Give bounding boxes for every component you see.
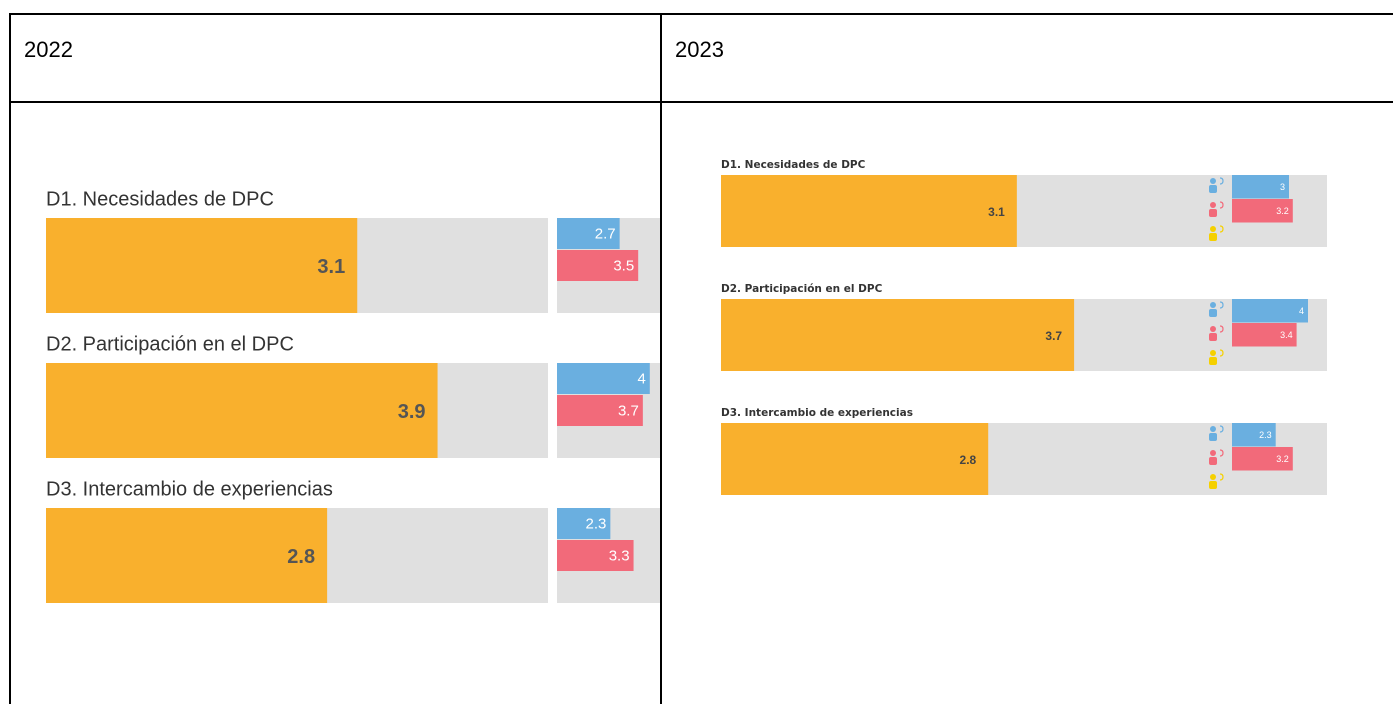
sub-bar xyxy=(557,540,634,571)
sub-value: 3.2 xyxy=(1276,206,1289,216)
header-cell: 2023 xyxy=(675,37,724,62)
dimension-label: D1. Necesidades de DPC xyxy=(46,188,274,210)
sub-bar xyxy=(1232,199,1293,223)
sub-bar xyxy=(557,218,620,249)
sub-value: 2.3 xyxy=(1259,430,1272,440)
dimension-label: D2. Participación en el DPC xyxy=(721,283,883,295)
icon xyxy=(1209,481,1217,489)
sub-value: 3.2 xyxy=(1276,454,1289,464)
icon xyxy=(1210,426,1216,432)
sub-value: 3 xyxy=(1280,182,1285,192)
dimension-label: D3. Intercambio de experiencias xyxy=(46,478,333,500)
bar-value: 3.1 xyxy=(988,205,1005,219)
icon xyxy=(1209,433,1217,441)
sub-value: 3.5 xyxy=(613,257,634,274)
bar-value: 3.1 xyxy=(317,256,345,278)
icon xyxy=(1210,450,1216,456)
icon xyxy=(1219,425,1224,433)
icon xyxy=(1210,474,1216,480)
icon xyxy=(1210,326,1216,332)
sub-bar xyxy=(557,395,643,426)
sub-value: 4 xyxy=(637,370,645,387)
icon xyxy=(1209,457,1217,465)
bar xyxy=(46,508,328,603)
chart-2023: D1. Necesidades de DPC 3.1 3 3.2 D2. Partici… xyxy=(721,159,1327,495)
icon xyxy=(1210,350,1216,356)
bar-value: 3.7 xyxy=(1045,329,1062,343)
sub-bar xyxy=(1232,423,1276,447)
sub-value: 3.7 xyxy=(618,402,639,419)
bar-value: 2.8 xyxy=(960,453,977,467)
icon xyxy=(1219,201,1224,209)
table-borders xyxy=(9,13,1393,704)
icon xyxy=(1219,177,1224,185)
bar xyxy=(46,363,438,458)
sub-value: 2.3 xyxy=(586,515,607,532)
icon xyxy=(1209,333,1217,341)
icon xyxy=(1210,178,1216,184)
sub-bar xyxy=(1232,175,1289,199)
chart-2022: D1. Necesidades de DPC 3.1 2.7 3.5 D2. Parti… xyxy=(46,188,660,603)
sub-bar xyxy=(557,508,611,539)
dimension-label: D3. Intercambio de experiencias xyxy=(721,407,913,419)
icon xyxy=(1210,226,1216,232)
icon xyxy=(1219,225,1224,233)
sub-bar xyxy=(557,363,650,394)
sub-bar xyxy=(1232,323,1297,347)
icon xyxy=(1219,349,1224,357)
icon xyxy=(1219,473,1224,481)
icon xyxy=(1209,185,1217,193)
icon xyxy=(1219,325,1224,333)
icon xyxy=(1210,202,1216,208)
icon xyxy=(1210,302,1216,308)
bar xyxy=(721,299,1075,371)
sub-value: 3.4 xyxy=(1280,330,1293,340)
bar xyxy=(721,423,989,495)
bar xyxy=(721,175,1017,247)
icon xyxy=(1219,449,1224,457)
dimension-label: D2. Participación en el DPC xyxy=(46,333,294,355)
bar-value: 2.8 xyxy=(287,546,315,568)
icon xyxy=(1209,309,1217,317)
icon xyxy=(1209,233,1217,241)
icon xyxy=(1209,209,1217,217)
bar xyxy=(46,218,358,313)
dimension-label: D1. Necesidades de DPC xyxy=(721,159,866,171)
bar-value: 3.9 xyxy=(398,401,426,423)
sub-bar xyxy=(557,250,639,281)
sub-value: 4 xyxy=(1299,306,1304,316)
sub-bar xyxy=(1232,299,1308,323)
sub-value: 2.7 xyxy=(595,225,616,242)
sub-bar xyxy=(1232,447,1293,471)
sub-value: 3.3 xyxy=(609,547,630,564)
header-cell: 2022 xyxy=(24,37,73,62)
icon xyxy=(1209,357,1217,365)
icon xyxy=(1219,301,1224,309)
